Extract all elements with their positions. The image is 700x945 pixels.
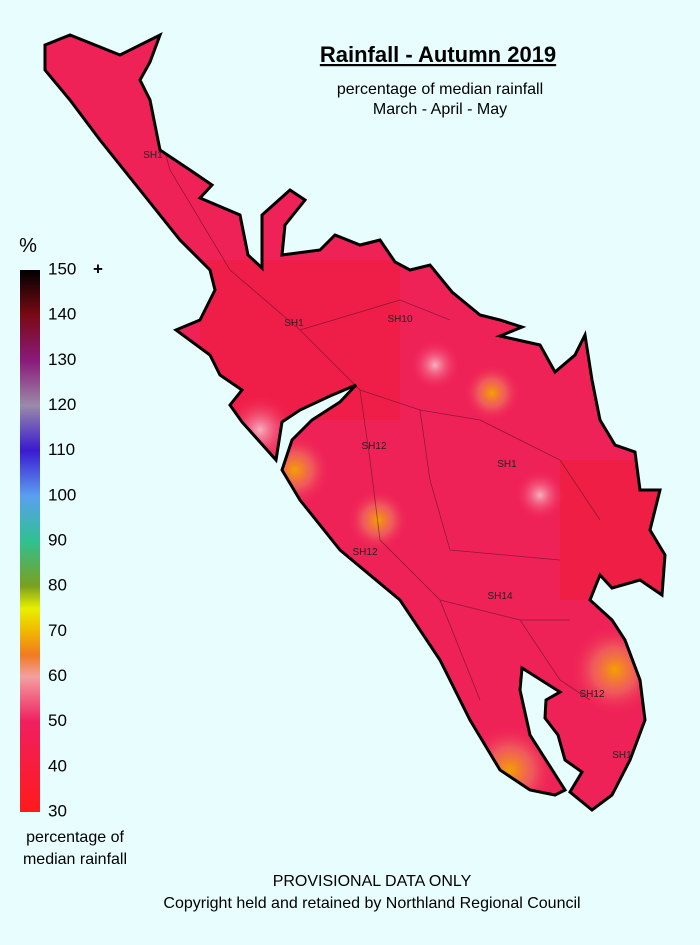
road-label: SH12 — [361, 441, 386, 452]
legend-caption: percentage of — [26, 829, 124, 846]
road-label: SH1 — [612, 750, 632, 761]
legend-tick-label: 120 — [48, 395, 76, 414]
footer: Copyright held and retained by Northland… — [163, 895, 580, 912]
land — [43, 33, 667, 812]
legend-tick-label: 90 — [48, 530, 67, 549]
road-label: SH14 — [487, 591, 512, 602]
road-label: SH1 — [497, 459, 517, 470]
legend-tick-label: 150 — [48, 259, 76, 278]
legend-tick-label: 100 — [48, 485, 76, 504]
road-label: SH1 — [143, 150, 163, 161]
legend-tick-label: 30 — [48, 801, 67, 820]
legend-tick-label: 60 — [48, 666, 67, 685]
color-bar — [20, 270, 40, 812]
road-label: SH12 — [352, 547, 377, 558]
road-label: SH10 — [387, 314, 412, 325]
road-label: SH1 — [284, 318, 304, 329]
legend-unit: % — [19, 235, 37, 257]
road-label: SH12 — [579, 689, 604, 700]
legend-tick-label: 50 — [48, 711, 67, 730]
subtitle: percentage of median rainfall — [337, 81, 543, 98]
legend-tick-label: 130 — [48, 350, 76, 369]
legend-max-suffix: + — [93, 259, 103, 278]
legend-tick-label: 70 — [48, 621, 67, 640]
legend-tick-label: 40 — [48, 756, 67, 775]
legend-tick-label: 80 — [48, 576, 67, 595]
legend-tick-label: 110 — [48, 440, 75, 459]
legend-tick-label: 140 — [48, 305, 76, 324]
subtitle: March - April - May — [373, 101, 507, 118]
legend-caption: median rainfall — [23, 851, 127, 868]
title: Rainfall - Autumn 2019 — [320, 42, 556, 67]
footer: PROVISIONAL DATA ONLY — [273, 873, 472, 890]
